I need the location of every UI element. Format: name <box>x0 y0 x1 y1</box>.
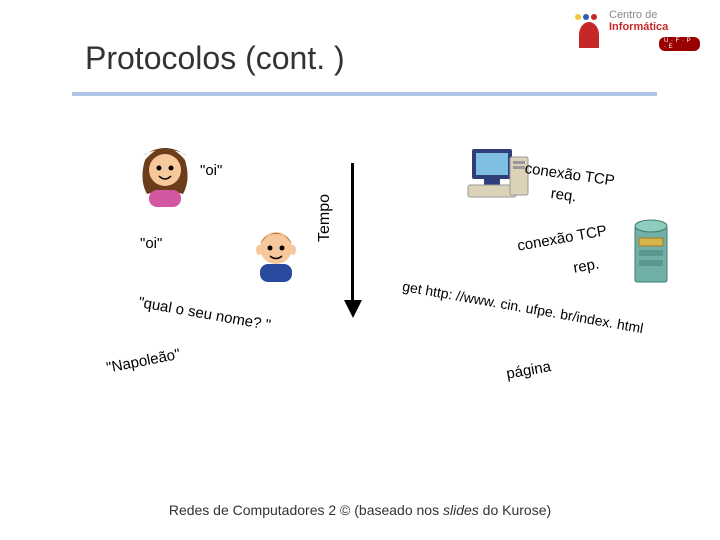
label-answer: "Napoleão" <box>105 346 182 377</box>
label-oi-top: "oi" <box>200 162 222 179</box>
server-icon <box>633 218 669 284</box>
label-tcp-req: conexão TCP <box>524 160 616 189</box>
label-tcp-rep: conexão TCP <box>516 222 608 254</box>
logo-line2: Informática <box>609 22 668 34</box>
label-question: "qual o seu nome? " <box>137 294 272 334</box>
label-page: página <box>505 358 552 383</box>
label-oi-mid: "oi" <box>140 235 162 252</box>
footer: Redes de Computadores 2 © (baseado nos s… <box>0 502 720 518</box>
boy-icon <box>248 226 304 282</box>
logo: Centro de Informática U · F · P · E <box>575 8 700 53</box>
label-get: get http: //www. cin. ufpe. br/index. ht… <box>401 278 644 336</box>
tempo-label: Tempo <box>316 194 334 242</box>
tempo-arrow-head-icon <box>344 300 362 318</box>
footer-prefix: Redes de Computadores 2 © (baseado nos <box>169 502 443 518</box>
logo-badge: U · F · P · E <box>659 37 700 51</box>
girl-icon <box>135 142 195 207</box>
computer-icon <box>466 145 530 201</box>
tempo-arrow-shaft <box>351 163 354 303</box>
footer-italic: slides <box>443 502 479 518</box>
footer-suffix: do Kurose) <box>479 502 551 518</box>
logo-line1: Centro de <box>609 9 657 21</box>
page-title: Protocolos (cont. ) <box>85 40 345 77</box>
logo-person-icon <box>579 22 599 48</box>
label-rep: rep. <box>572 256 600 277</box>
logo-text: Centro de Informática <box>609 10 668 33</box>
title-underline <box>72 92 657 96</box>
label-req: req. <box>550 185 578 205</box>
